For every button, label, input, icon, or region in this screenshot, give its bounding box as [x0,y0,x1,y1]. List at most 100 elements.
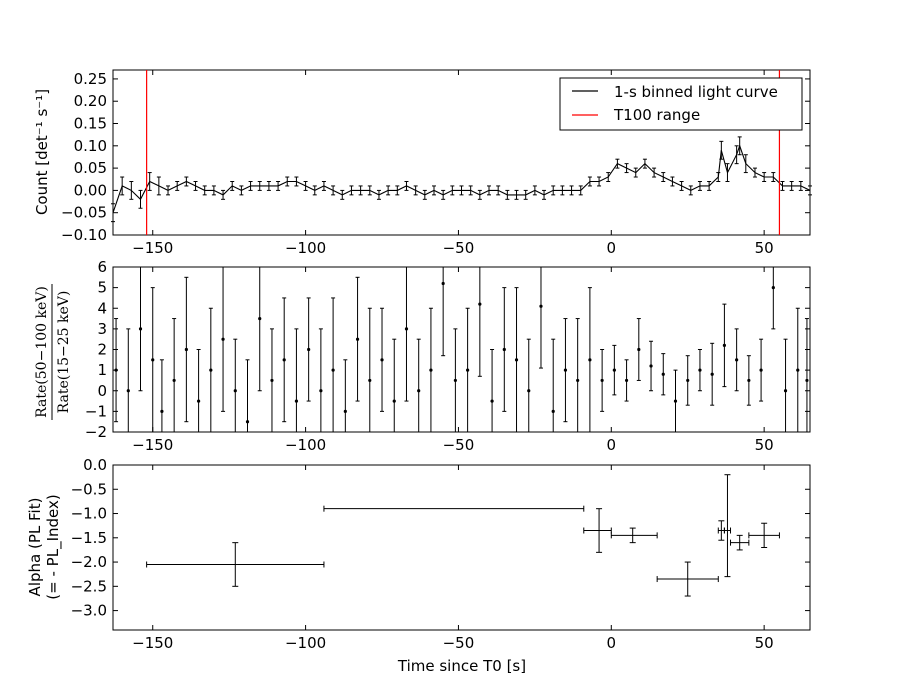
y-tick-label: 0.00 [74,181,107,199]
y-tick-label: −3.0 [71,602,107,620]
data-point [478,302,482,306]
data-point [138,327,143,331]
y-tick-label: 0.10 [74,137,107,155]
x-tick-label: 50 [755,239,774,257]
data-point [576,378,580,383]
y-tick-label: 3 [97,320,107,338]
data-point [661,372,665,376]
light-curve-panel: −150 −100 −50 0 50 −0.10 −0.05 0.00 0.05 0.10 0.15… [33,69,812,257]
data-point [747,378,751,383]
y-tick-label: −1.5 [71,529,107,547]
y-tick-label: 0.20 [74,92,107,110]
data-point [404,327,409,331]
data-point [771,286,775,290]
data-point [319,389,323,393]
y-tick-label: 4 [97,299,107,317]
data-point [270,378,274,383]
data-point [805,378,809,383]
light-curve-line [112,144,811,213]
data-point [307,347,311,352]
alpha-panel: −150 −100 −50 0 50 −3.0 −2.5 −2.0 −1.5 −1.0 −0.5 0.… [26,456,811,675]
x-tick-label: 50 [755,436,774,454]
x-tick-label: −150 [132,634,173,652]
data-point [588,358,592,362]
data-point [392,399,396,403]
x-tick-label: 0 [607,634,617,652]
y-tick-label: −1 [85,402,107,420]
hardness-ratio-panel: −150 −100 −50 0 50 −2 −1 0 1 2 3 4 5 6 Rate(50−100 ke… [34,258,811,454]
y-tick-label: 0 [97,382,107,400]
data-point [686,378,690,383]
data-point [282,358,286,362]
y-tick-label: −1.0 [71,505,107,523]
data-point [151,358,155,362]
data-point [258,316,262,321]
y-axis-label: Rate(50−100 keV) Rate(15−25 keV) [34,284,72,420]
x-tick-label: −50 [443,239,475,257]
data-point [368,378,372,383]
data-point [184,347,188,352]
y-tick-label: 2 [97,341,107,359]
x-tick-label: −100 [285,239,326,257]
data-point [502,347,506,352]
data-point [637,347,641,352]
x-tick-label: −100 [285,634,326,652]
legend: 1-s binned light curve T100 range [559,77,803,131]
y-axis-label: Count [det⁻¹ s⁻¹] [33,89,51,215]
legend-box [559,77,803,131]
data-point [429,368,433,372]
y-tick-label: 1 [97,361,107,379]
data-point [759,368,763,372]
data-point [126,389,130,393]
legend-label-t100: T100 range [613,106,700,124]
data-point [649,364,653,368]
y-tick-label: 5 [97,279,107,297]
data-point [783,389,788,393]
data-point [673,399,678,403]
plot-frame [112,69,811,236]
legend-label-lightcurve: 1-s binned light curve [614,83,778,101]
data-point [466,368,470,372]
data-point [294,399,299,403]
data-point [209,368,213,372]
data-point [221,337,225,341]
data-point [735,358,739,362]
data-point [796,368,800,372]
x-tick-label: 0 [607,239,617,257]
data-point [527,389,531,393]
x-tick-label: −50 [443,634,475,652]
y-tick-label: 0.25 [74,70,107,88]
data-point [698,368,702,372]
data-point [233,389,237,393]
y-label-denominator: Rate(15−25 keV) [56,291,72,414]
data-point [612,368,616,372]
x-tick-label: −50 [443,436,475,454]
data-point [331,368,335,372]
y-tick-label: −2.5 [71,577,107,595]
data-point [600,378,604,383]
data-point [441,281,445,286]
data-point [490,399,494,403]
y-tick-label: 0.0 [83,456,107,474]
y-tick-label: −2 [85,423,107,441]
y-tick-label: −0.10 [61,226,107,244]
data-point [710,372,714,376]
data-point [172,378,176,383]
x-tick-label: 0 [607,436,617,454]
x-tick-label: −100 [285,436,326,454]
y-tick-label: −2.0 [71,553,107,571]
y-axis-label-line2: (= - PL_Index) [44,494,63,599]
x-tick-label: −150 [132,239,173,257]
x-tick-label: −150 [132,436,173,454]
data-point [514,358,519,362]
y-tick-label: 0.05 [74,159,107,177]
data-point [343,409,347,413]
y-tick-label: 6 [97,258,107,276]
y-label-numerator: Rate(50−100 keV) [34,286,50,418]
y-tick-label: 0.15 [74,115,107,133]
x-axis-label: Time since T0 [s] [397,657,526,675]
data-point [551,409,555,413]
data-point [417,389,421,393]
data-point [539,304,543,308]
